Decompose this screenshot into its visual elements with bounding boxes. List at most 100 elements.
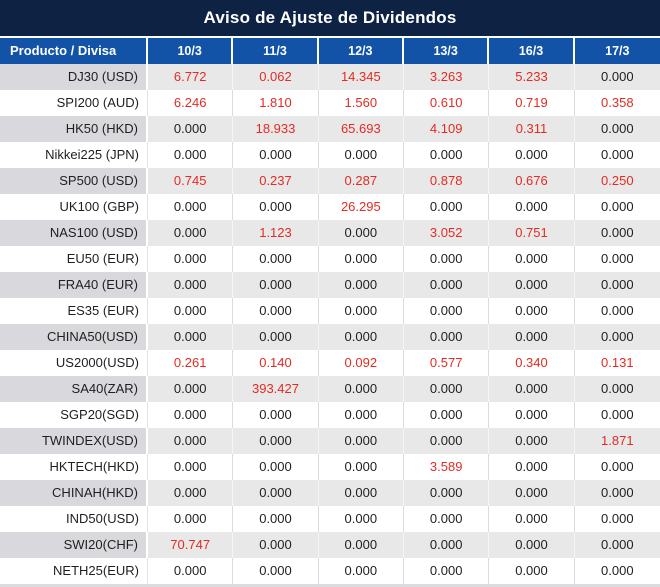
cell-value: 18.933 [233,116,319,142]
table-row: US2000(USD) 0.261 0.140 0.092 0.577 0.340 0.13… [0,350,660,376]
row-label: US2000(USD) [0,350,148,376]
table-row: NAS100 (USD) 0.000 1.123 0.000 3.052 0.751 0.0… [0,220,660,246]
cell-value: 0.000 [404,142,490,168]
cell-value: 0.000 [148,272,234,298]
cell-value: 0.000 [489,298,575,324]
cell-value: 0.000 [601,303,634,318]
cell-value: 0.000 [233,142,319,168]
cell-value: 0.000 [489,142,575,168]
cell-value: 0.000 [148,454,234,480]
table-row: NETH25(EUR) 0.000 0.000 0.000 0.000 0.000 0.00… [0,558,660,584]
cell-value: 5.233 [489,64,575,90]
cell-value: 0.000 [489,532,575,558]
cell-value: 0.000 [404,428,490,454]
row-label: SA40(ZAR) [0,376,148,402]
cell-value: 0.131 [601,355,634,370]
cell-value: 0.000 [574,272,660,298]
cell-value: 0.000 [404,272,490,298]
table-row: SPI200 (AUD) 6.246 1.810 1.560 0.610 0.719 0.3… [0,90,660,116]
row-label: Nikkei225 (JPN) [0,142,148,168]
cell-value: 0.000 [574,532,660,558]
cell-value: 6.246 [148,90,234,116]
cell-value: 0.000 [404,558,490,584]
cell-value: 0.610 [404,90,490,116]
row-label: EU50 (EUR) [0,246,148,272]
cell-value: 0.000 [233,506,319,532]
cell-value: 0.000 [148,480,234,506]
cell-value: 0.000 [148,246,234,272]
cell-value: 0.000 [233,298,319,324]
cell-value: 0.062 [233,64,319,90]
cell-value: 3.263 [404,64,490,90]
cell-value: 0.000 [318,220,404,246]
cell-value: 0.000 [574,116,660,142]
cell-value: 0.000 [148,558,234,584]
cell-value: 0.000 [148,428,234,454]
row-label: NAS100 (USD) [0,220,148,246]
cell-value: 0.577 [404,350,490,376]
table-row: SGP20(SGD) 0.000 0.000 0.000 0.000 0.000 0.000 [0,402,660,428]
cell-value: 0.000 [233,324,319,350]
cell-value: 3.052 [404,220,490,246]
cell-value: 6.772 [148,64,234,90]
table-header-row: Producto / Divisa 10/3 11/3 12/3 13/3 16/3 17/… [0,38,660,64]
cell-value: 0.000 [233,428,319,454]
table-row: SWI20(CHF) 70.747 0.000 0.000 0.000 0.000 0.00… [0,532,660,558]
cell-value: 0.000 [489,454,575,480]
cell-value: 0.000 [404,532,490,558]
cell-value: 0.000 [318,480,404,506]
table-row: Nikkei225 (JPN) 0.000 0.000 0.000 0.000 0.000… [0,142,660,168]
cell-value: 0.000 [148,298,234,324]
cell-value: 0.000 [601,251,634,266]
cell-value: 0.000 [319,142,404,168]
cell-value: 0.000 [489,402,575,428]
cell-value: 0.000 [319,402,404,428]
row-label: UK100 (GBP) [0,194,148,220]
cell-value: 0.000 [148,402,234,428]
column-header-date: 12/3 [319,38,404,64]
table-row: FRA40 (EUR) 0.000 0.000 0.000 0.000 0.000 0.00… [0,272,660,298]
cell-value: 0.000 [148,194,234,220]
row-label: SWI20(CHF) [0,532,148,558]
table-row: SP500 (USD) 0.745 0.237 0.287 0.878 0.676 0.25… [0,168,660,194]
cell-value: 0.676 [489,168,575,194]
cell-value: 14.345 [318,64,404,90]
row-label: CHINAH(HKD) [0,480,148,506]
cell-value: 0.000 [601,459,634,474]
cell-value: 0.719 [489,90,575,116]
row-label: HKTECH(HKD) [0,454,148,480]
cell-value: 0.000 [404,324,490,350]
cell-value: 0.000 [574,376,660,402]
cell-value: 0.000 [489,428,575,454]
table-row: UK100 (GBP) 0.000 0.000 26.295 0.000 0.000 0.0… [0,194,660,220]
column-header-date: 17/3 [605,44,630,58]
cell-value: 0.000 [601,563,634,578]
table-row: CHINA50(USD) 0.000 0.000 0.000 0.000 0.000 0.0… [0,324,660,350]
cell-value: 1.560 [319,90,404,116]
row-label: NETH25(EUR) [0,558,148,584]
cell-value: 0.000 [148,116,234,142]
table-row: TWINDEX(USD) 0.000 0.000 0.000 0.000 0.000 1.8… [0,428,660,454]
cell-value: 0.000 [574,324,660,350]
cell-value: 393.427 [233,376,319,402]
cell-value: 0.000 [404,506,490,532]
cell-value: 0.000 [489,506,575,532]
cell-value: 0.000 [319,298,404,324]
cell-value: 0.311 [489,116,575,142]
cell-value: 26.295 [319,194,404,220]
cell-value: 0.000 [404,298,490,324]
cell-value: 0.000 [318,532,404,558]
cell-value: 0.000 [233,532,319,558]
table-body: DJ30 (USD) 6.772 0.062 14.345 3.263 5.233 0.00… [0,64,660,584]
cell-value: 0.000 [574,220,660,246]
cell-value: 0.000 [404,376,490,402]
cell-value: 0.000 [319,454,404,480]
bottom-divider [0,584,660,587]
table-row: IND50(USD) 0.000 0.000 0.000 0.000 0.000 0.000 [0,506,660,532]
row-label: SP500 (USD) [0,168,148,194]
cell-value: 0.092 [319,350,404,376]
row-label: DJ30 (USD) [0,64,148,90]
cell-value: 0.000 [148,376,234,402]
cell-value: 70.747 [148,532,234,558]
cell-value: 0.000 [601,407,634,422]
